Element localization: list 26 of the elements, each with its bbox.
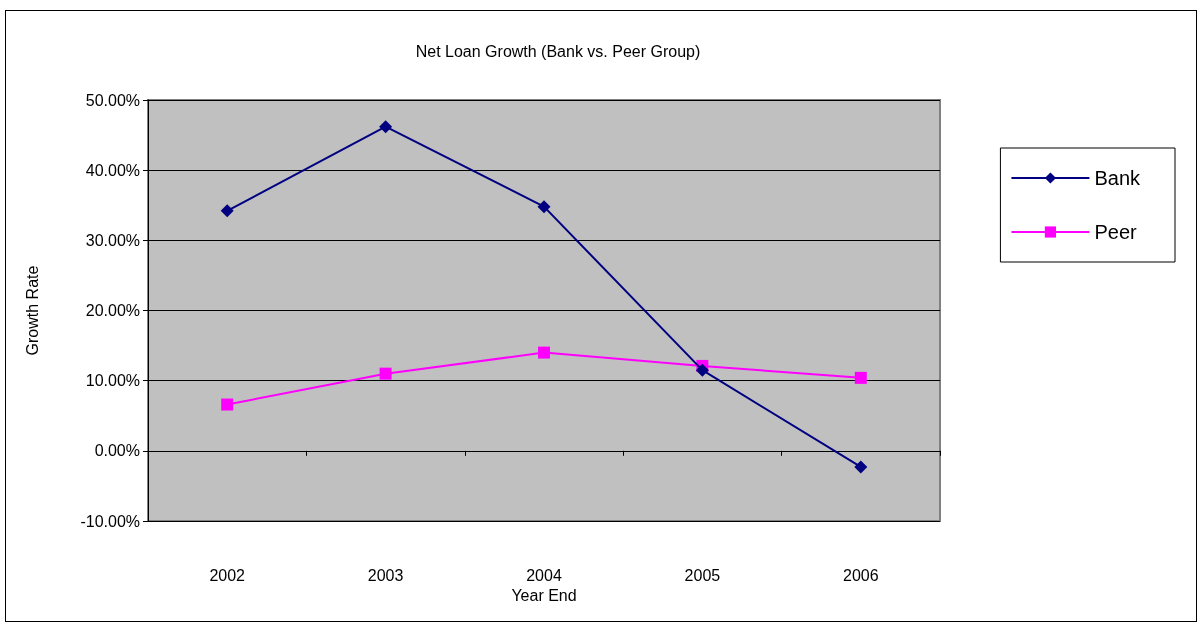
legend-label: Bank (1094, 167, 1141, 189)
x-tick-label: 2002 (209, 566, 246, 584)
legend-label: Peer (1094, 221, 1137, 243)
x-axis-title: Year End (511, 587, 577, 605)
y-tick-label: 50.00% (85, 91, 140, 109)
point (221, 398, 234, 411)
point (379, 367, 392, 380)
point (538, 346, 550, 359)
point (537, 200, 551, 214)
chart-title: Net Loan Growth (Bank vs. Peer Group) (415, 42, 701, 60)
point (695, 363, 709, 377)
point (854, 460, 868, 474)
y-tick-label: 0.00% (94, 442, 140, 460)
x-tick-label: 2004 (526, 566, 562, 584)
y-tick-label: 40.00% (85, 161, 140, 179)
point (220, 204, 234, 218)
x-tick-label: 2003 (367, 566, 404, 584)
point (854, 371, 867, 384)
y-tick-label: -10.00% (80, 512, 140, 530)
y-tick-label: 30.00% (85, 231, 140, 249)
y-tick-label: 10.00% (85, 372, 140, 390)
x-tick-label: 2006 (843, 566, 879, 584)
y-tick-label: 20.00% (85, 302, 140, 319)
y-axis-title: Growth Rate (23, 265, 41, 356)
x-tick-label: 2005 (684, 566, 721, 584)
point (379, 120, 393, 134)
